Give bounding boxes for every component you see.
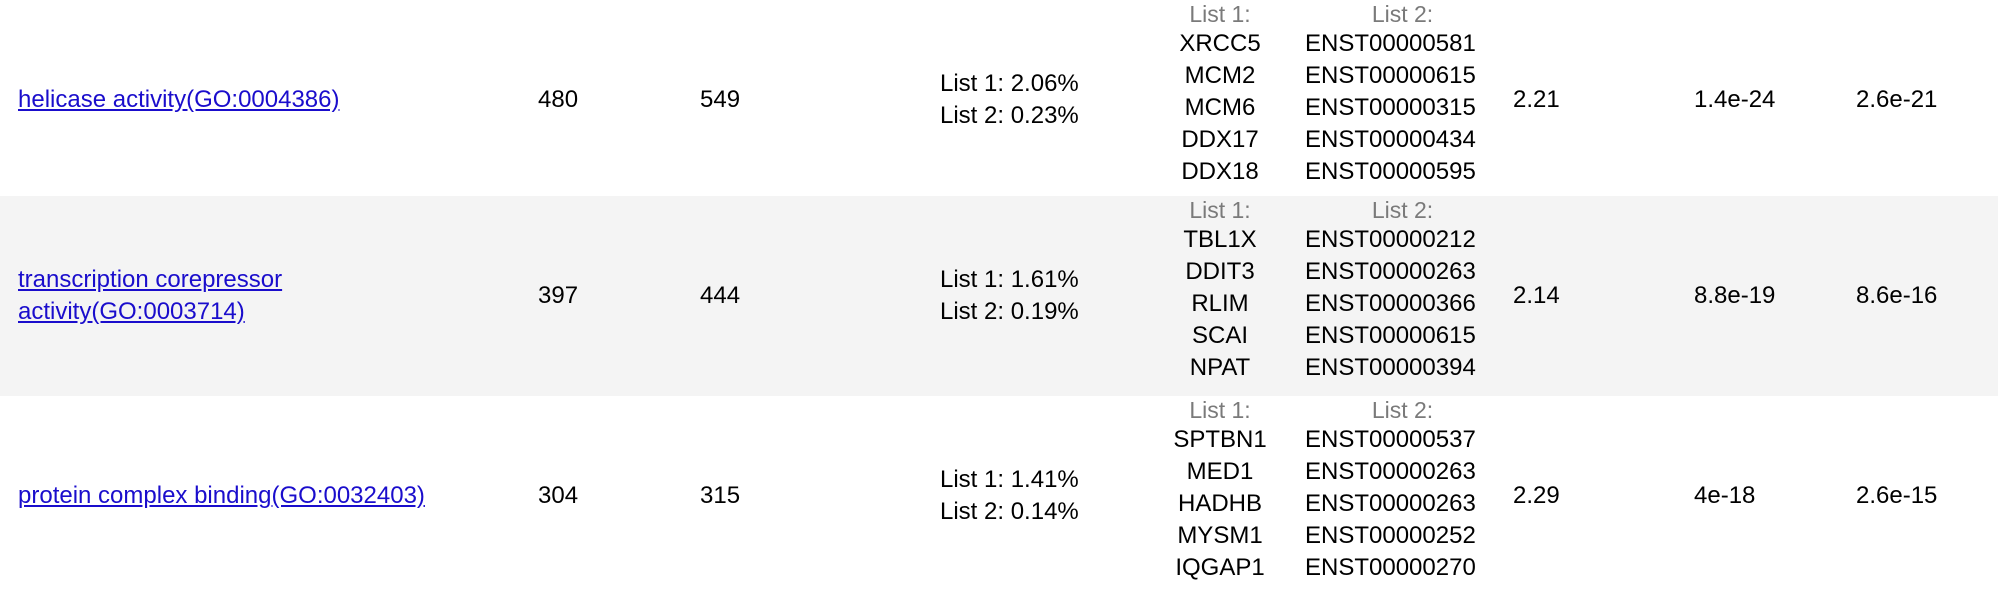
gene-item: ENST00000615: [1305, 62, 1476, 89]
gene-item: MCM2: [1184, 62, 1256, 89]
percentages: List 1: 1.41% List 2: 0.14%: [940, 464, 1079, 528]
go-term-link[interactable]: helicase activity(GO:0004386): [18, 86, 340, 113]
gene-list2-header: List 2:: [1371, 397, 1434, 423]
p-value: 8.8e-19: [1694, 282, 1776, 309]
pct-list1: List 1: 2.06%: [940, 70, 1079, 97]
gene-list1-scrollbox[interactable]: List 1: TBL1X DDIT3 RLIM SCAI NPAT: [1160, 196, 1280, 396]
gene-list2-header: List 2:: [1371, 197, 1434, 223]
fdr-value: 2.6e-15: [1856, 482, 1938, 509]
count-list2: 315: [700, 482, 741, 509]
gene-item: ENST00000263: [1305, 458, 1476, 485]
pct-list2: List 2: 0.19%: [940, 298, 1079, 325]
gene-list1-header: List 1:: [1189, 397, 1251, 423]
gene-item: DDX17: [1181, 126, 1259, 153]
count-list1: 304: [538, 482, 579, 509]
percentages: List 1: 2.06% List 2: 0.23%: [940, 68, 1079, 132]
gene-item: DDIT3: [1185, 258, 1255, 285]
gene-list1-scrollbox[interactable]: List 1: SPTBN1 MED1 HADHB MYSM1 IQGAP1: [1160, 396, 1280, 590]
gene-item: ENST00000263: [1305, 258, 1476, 285]
gene-item: ENST00000394: [1305, 354, 1476, 381]
gene-item: HADHB: [1177, 490, 1262, 517]
gene-item: DDX18: [1181, 158, 1259, 185]
gene-item: MYSM1: [1177, 522, 1263, 549]
gene-item: ENST00000212: [1305, 226, 1476, 253]
gene-item: ENST00000581: [1305, 30, 1476, 57]
gene-item: ENST00000595: [1305, 158, 1476, 185]
p-value: 1.4e-24: [1694, 86, 1776, 113]
gene-item: MED1: [1186, 458, 1254, 485]
gene-item: ENST00000434: [1305, 126, 1476, 153]
gene-list1-scrollbox[interactable]: List 1: XRCC5 MCM2 MCM6 DDX17 DDX18: [1160, 0, 1280, 200]
count-list1: 397: [538, 282, 579, 309]
gene-list2-scrollbox[interactable]: List 2: ENST00000537 ENST00000263 ENST00…: [1305, 396, 1500, 590]
fold-enrichment: 2.21: [1513, 86, 1560, 113]
pct-list2: List 2: 0.14%: [940, 498, 1079, 525]
gene-item: TBL1X: [1183, 226, 1257, 253]
gene-list2-header: List 2:: [1371, 1, 1434, 27]
count-list1: 480: [538, 86, 579, 113]
gene-item: ENST00000315: [1305, 94, 1476, 121]
pct-list1: List 1: 1.41%: [940, 466, 1079, 493]
gene-list2-scrollbox[interactable]: List 2: ENST00000581 ENST00000615 ENST00…: [1305, 0, 1500, 200]
result-row: protein complex binding(GO:0032403) 304 …: [0, 396, 1998, 590]
gene-list1-header: List 1:: [1189, 197, 1251, 223]
gene-item: RLIM: [1191, 290, 1249, 317]
gene-item: NPAT: [1189, 354, 1251, 381]
gene-item: XRCC5: [1179, 30, 1261, 57]
gene-item: MCM6: [1184, 94, 1256, 121]
gene-item: SCAI: [1191, 322, 1248, 349]
gene-item: ENST00000270: [1305, 554, 1476, 581]
gene-list1-header: List 1:: [1189, 1, 1251, 27]
gene-item: ENST00000252: [1305, 522, 1476, 549]
gene-item: ENST00000263: [1305, 490, 1476, 517]
p-value: 4e-18: [1694, 482, 1756, 509]
fold-enrichment: 2.14: [1513, 282, 1560, 309]
count-list2: 549: [700, 86, 741, 113]
count-list2: 444: [700, 282, 741, 309]
go-term-link[interactable]: protein complex binding(GO:0032403): [18, 482, 425, 509]
gene-item: IQGAP1: [1175, 554, 1265, 581]
fold-enrichment: 2.29: [1513, 482, 1560, 509]
go-term-link[interactable]: transcription corepressor activity(GO:00…: [18, 266, 283, 325]
gene-item: ENST00000615: [1305, 322, 1476, 349]
pct-list2: List 2: 0.23%: [940, 102, 1079, 129]
percentages: List 1: 1.61% List 2: 0.19%: [940, 264, 1079, 328]
gene-item: SPTBN1: [1173, 426, 1267, 453]
gene-list2-scrollbox[interactable]: List 2: ENST00000212 ENST00000263 ENST00…: [1305, 196, 1500, 396]
gene-item: ENST00000537: [1305, 426, 1476, 453]
pct-list1: List 1: 1.61%: [940, 266, 1079, 293]
result-row: helicase activity(GO:0004386) 480 549 Li…: [0, 0, 1998, 200]
fdr-value: 2.6e-21: [1856, 86, 1938, 113]
result-row: transcription corepressor activity(GO:00…: [0, 196, 1998, 396]
gene-item: ENST00000366: [1305, 290, 1476, 317]
fdr-value: 8.6e-16: [1856, 282, 1938, 309]
